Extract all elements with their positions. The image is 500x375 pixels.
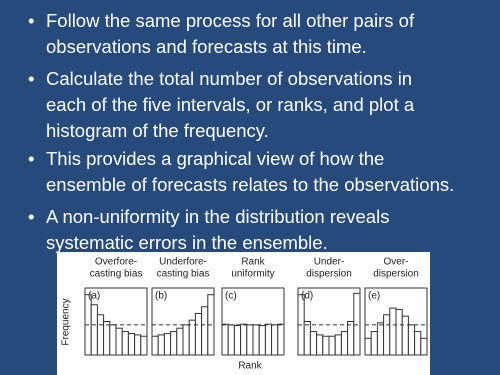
panel-title: casting bias [157,269,210,280]
bar [233,325,242,356]
bar [334,334,342,356]
bullet-line: This provides a graphical view of how th… [46,148,384,169]
bar [309,331,318,356]
bar [322,335,330,356]
bar [340,331,349,356]
bar [140,335,148,356]
y-axis-label: Frequency [61,298,72,345]
panel-title: Over- [384,257,409,268]
panel-label: (d) [301,291,313,302]
bullet-line: each of the five intervals, or ranks, an… [46,94,415,115]
bar [395,308,403,356]
panel-label: (e) [368,291,380,302]
bar [194,312,203,356]
bar [370,331,378,356]
bar [401,315,409,356]
bar [353,292,361,356]
panel-frame [364,287,428,356]
bar [170,331,178,356]
bar [264,323,273,356]
panel-label: (c) [225,291,237,302]
bullet-line: A non-uniformity in the distribution rev… [46,206,389,227]
bullet-dot: • [28,68,34,89]
bar [271,324,279,356]
bullet-line: ensemble of forecasts relates to the obs… [46,174,454,195]
bar [103,321,111,356]
bar [188,319,196,356]
panel-frame [221,287,285,356]
bar [121,331,129,356]
bar [90,304,98,356]
bar [389,307,397,356]
bar [303,321,311,356]
bar [407,324,416,356]
panel-frame [151,287,215,356]
bar [221,323,229,356]
panel-frame [84,287,148,356]
panel-title: Rank [241,257,265,268]
bullet-line: Calculate the total number of observatio… [46,68,412,89]
bar [414,331,422,356]
bar [252,324,260,356]
bar [258,325,266,356]
panel-title: dispersion [373,269,419,280]
bullet-dot: • [28,206,34,227]
x-axis-label: Rank [238,361,262,372]
panel-title: Under- [314,257,345,268]
bar [182,324,190,356]
bar [163,333,172,356]
panel-title: casting bias [90,269,143,280]
bar [227,324,235,356]
panel-title: Overfore- [95,257,137,268]
bar [347,321,355,356]
bar [420,337,428,356]
bullet-line: histogram of the frequency. [46,120,269,141]
bar [277,323,285,356]
panel-frame [297,287,361,356]
bar [364,337,372,356]
bar [383,314,391,356]
bar [157,334,165,356]
bar [96,314,105,356]
panel-title: Underfore- [159,257,207,268]
bar [151,335,159,356]
bar [246,324,254,356]
bar [115,327,123,356]
bar [240,323,248,356]
bar [316,334,324,356]
bar [134,334,142,356]
bullet-line: systematic errors in the ensemble. [46,232,328,253]
bullet-dot: • [28,148,34,169]
bar [328,335,336,356]
bar [176,327,184,356]
panel-title: uniformity [231,269,274,280]
panel-title: dispersion [306,269,352,280]
bar [109,324,117,356]
bullet-line: Follow the same process for all other pa… [46,10,415,31]
bar [201,306,209,356]
panel-label: (a) [88,291,100,302]
bullet-line: observations and forecasts at this time. [46,36,367,57]
bar [127,333,136,356]
bullet-dot: • [28,10,34,31]
bar [376,322,385,356]
panel-label: (b) [155,291,167,302]
